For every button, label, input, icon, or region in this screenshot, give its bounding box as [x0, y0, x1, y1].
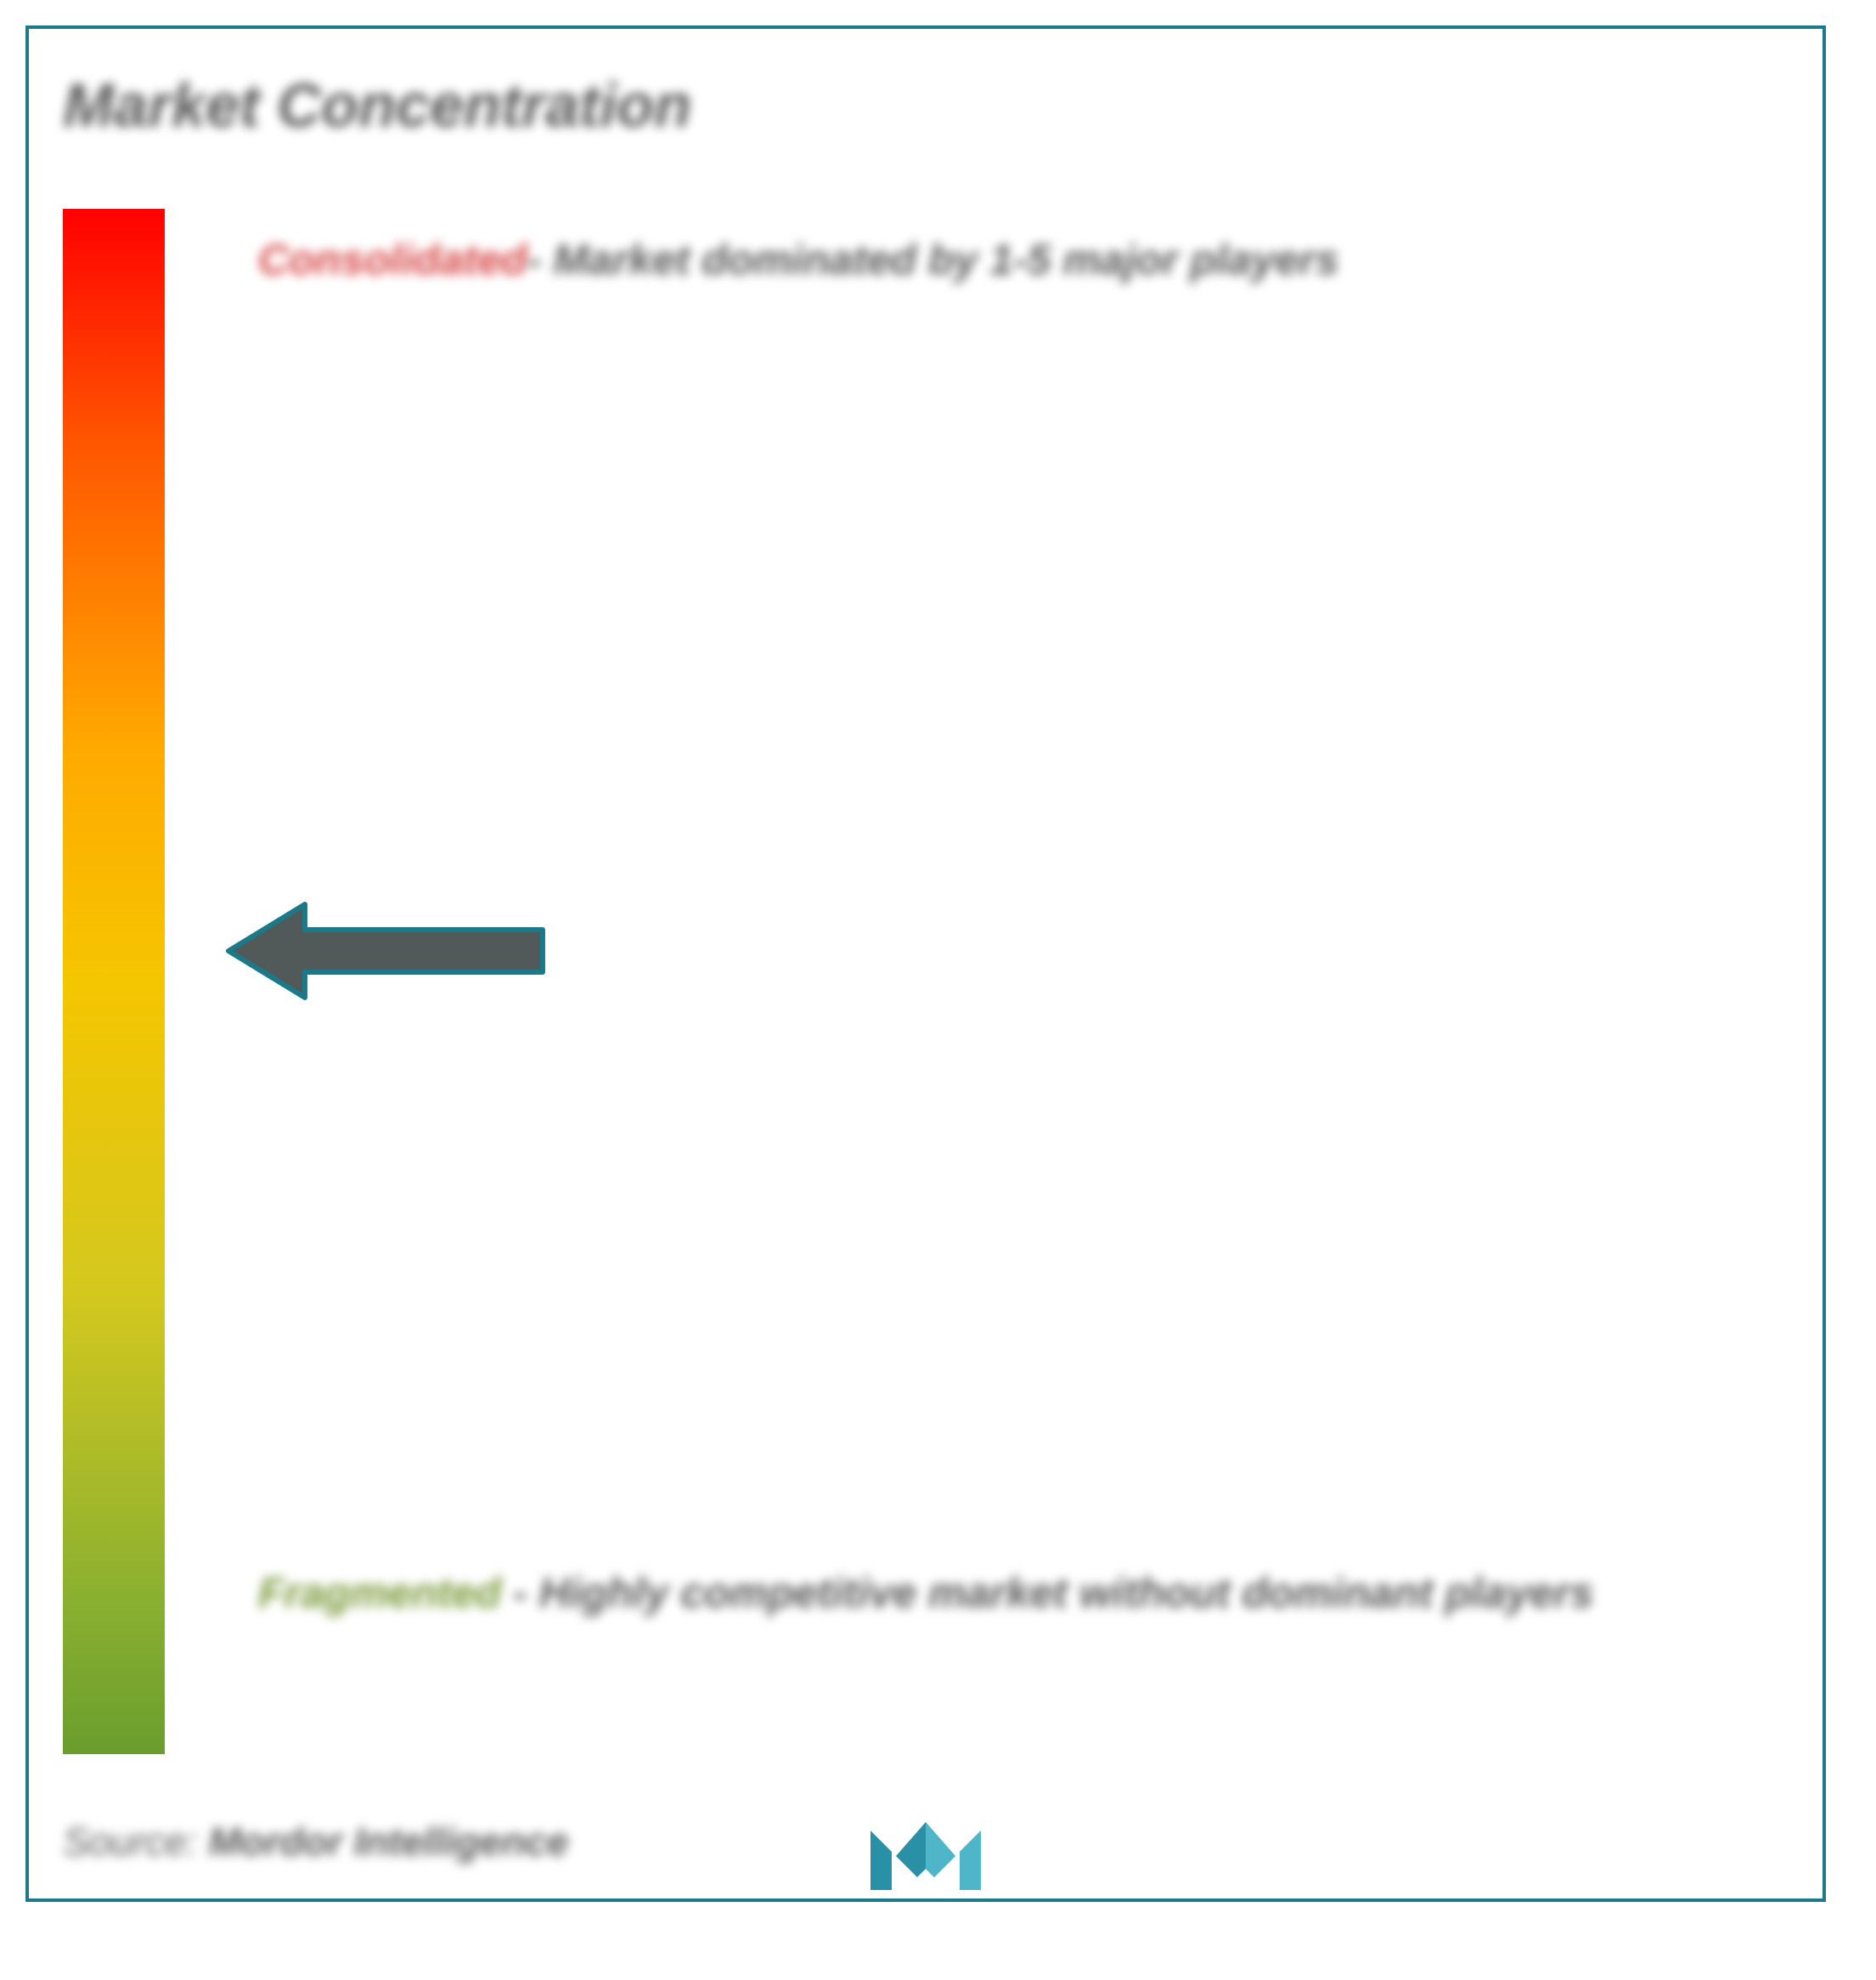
mordor-logo-icon: [862, 1805, 989, 1898]
fragmented-description: - Highly competitive market without domi…: [501, 1569, 1593, 1617]
arrow-left-icon: [228, 904, 543, 998]
consolidated-label: Consolidated- Market dominated by 1-5 ma…: [258, 217, 1617, 302]
content-area: Consolidated- Market dominated by 1-5 ma…: [63, 209, 1789, 1754]
position-arrow: [224, 900, 547, 1002]
consolidated-description: - Market dominated by 1-5 major players: [527, 236, 1339, 284]
source-label: Source:: [63, 1820, 208, 1864]
consolidated-word: Consolidated: [258, 236, 527, 284]
fragmented-word: Fragmented: [258, 1569, 501, 1617]
source-attribution: Source: Mordor Intelligence: [63, 1819, 569, 1865]
concentration-gradient-bar: [63, 209, 165, 1754]
diagram-container: Market Concentration Consolidated- Marke…: [25, 25, 1826, 1902]
source-name: Mordor Intelligence: [208, 1820, 568, 1864]
fragmented-label: Fragmented - Highly competitive market w…: [258, 1550, 1617, 1635]
page-title: Market Concentration: [63, 71, 1789, 141]
